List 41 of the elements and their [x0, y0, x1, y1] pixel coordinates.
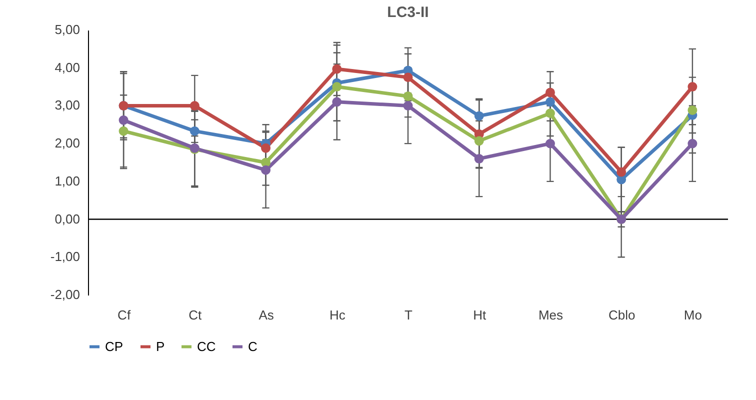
y-tick-label: 1,00 [54, 173, 80, 188]
point [688, 82, 698, 92]
x-tick-label: Mes [538, 308, 564, 322]
point [403, 92, 413, 101]
point [688, 106, 698, 115]
point [261, 165, 271, 175]
y-tick-label: 5,00 [54, 22, 80, 37]
y-tick-label: 2,00 [54, 136, 80, 151]
point [261, 143, 271, 153]
y-tick-label: 3,00 [54, 98, 80, 113]
y-tick-label: 4,00 [54, 60, 80, 75]
chart-title: LC3-II [387, 4, 429, 21]
point [688, 138, 698, 148]
legend-label: CC [197, 338, 216, 354]
point [190, 100, 200, 110]
point [403, 72, 413, 82]
x-tick-label: Ht [473, 308, 486, 322]
legend-label: CP [105, 338, 124, 354]
point [332, 97, 342, 107]
point [545, 88, 555, 98]
x-tick-label: Cf [118, 308, 131, 322]
y-tick-label: 0,00 [54, 211, 80, 226]
point [545, 138, 555, 148]
legend-label: P [156, 338, 165, 354]
point [545, 108, 555, 118]
x-tick-label: Hc [329, 308, 346, 322]
point [545, 97, 555, 107]
point [118, 115, 128, 125]
y-tick-label: -1,00 [50, 249, 80, 264]
x-tick-label: As [258, 308, 274, 322]
point [118, 126, 128, 136]
point [332, 82, 342, 92]
x-tick-label: Ct [188, 308, 202, 322]
y-tick-label: -2,00 [50, 287, 80, 302]
x-tick-label: T [404, 308, 413, 322]
point [332, 64, 342, 74]
x-tick-label: Cblo [608, 308, 636, 322]
point [403, 100, 413, 110]
legend-label: C [248, 338, 258, 354]
point [616, 167, 626, 177]
x-tick-label: Mo [684, 308, 702, 322]
